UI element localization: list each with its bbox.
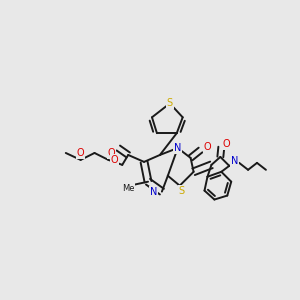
Text: O: O bbox=[110, 155, 118, 165]
Text: O: O bbox=[204, 142, 211, 152]
Text: N: N bbox=[150, 187, 158, 196]
Text: N: N bbox=[230, 156, 238, 166]
Text: O: O bbox=[77, 148, 85, 158]
Text: N: N bbox=[174, 143, 182, 153]
Text: O: O bbox=[223, 139, 230, 149]
Text: Me: Me bbox=[122, 184, 134, 193]
Text: S: S bbox=[167, 98, 173, 108]
Text: S: S bbox=[178, 186, 185, 196]
Text: O: O bbox=[107, 148, 115, 158]
